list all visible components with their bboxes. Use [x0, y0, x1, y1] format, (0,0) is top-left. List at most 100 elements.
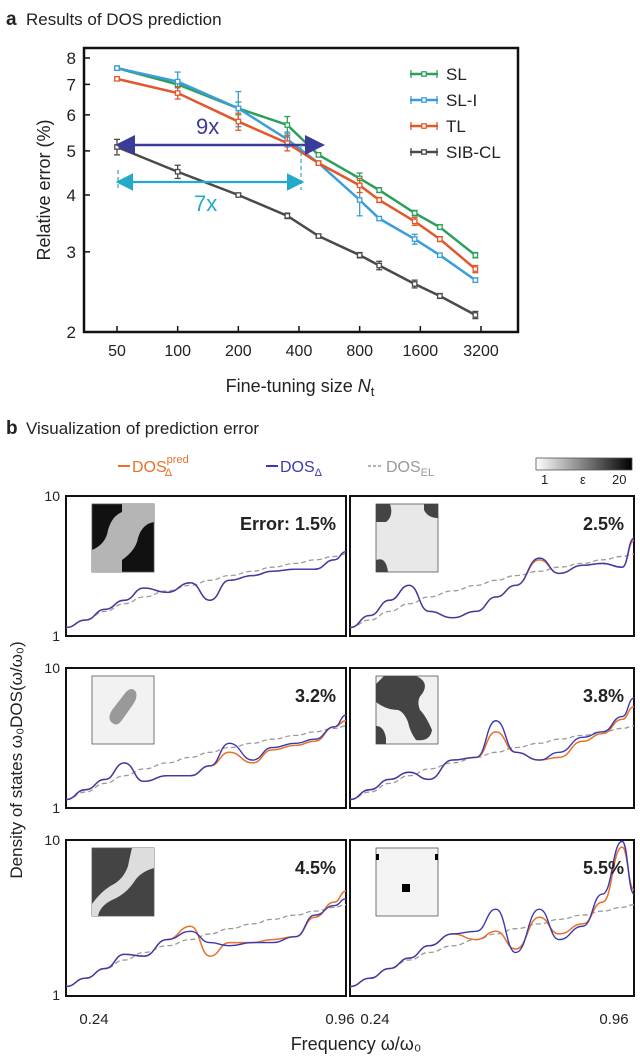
data-point	[356, 182, 363, 189]
legend-marker	[421, 71, 427, 77]
structure-inset	[375, 503, 439, 573]
data-point	[411, 210, 418, 216]
dos-true-line	[65, 898, 347, 988]
data-point	[235, 105, 242, 112]
panel-a-y-ticks: 2 3 4 5 6 7 8	[67, 49, 90, 342]
dos-true-line	[349, 537, 635, 629]
dos-el-line	[349, 553, 635, 629]
data-point	[437, 252, 443, 259]
inset-shape	[376, 854, 379, 860]
x-tick-label: 400	[286, 343, 313, 360]
data-point	[174, 90, 181, 96]
error-label: Error: 1.5%	[240, 514, 336, 534]
series-line-sib-cl	[116, 145, 476, 317]
error-label: 3.8%	[583, 686, 624, 706]
inset-shape	[424, 504, 438, 518]
subplot-1: Error: 1.5%	[65, 495, 347, 637]
data-point	[284, 212, 291, 219]
data-point	[472, 277, 479, 283]
y-tick-label: 4	[67, 186, 76, 205]
inset-shape	[92, 504, 154, 572]
legend-label-sl-i: SL-I	[446, 91, 477, 110]
y-tick-label: 8	[67, 49, 76, 68]
y-tick-label: 5	[67, 142, 76, 161]
colorbar-label: ε	[580, 472, 586, 487]
legend-el-label: DOSEL	[386, 459, 434, 479]
series-line-sl	[116, 66, 477, 257]
data-point	[284, 122, 291, 128]
subplot-5: 4.5%	[65, 839, 347, 997]
inset-shape	[376, 559, 388, 572]
x-tick-label: 200	[225, 343, 252, 360]
structure-inset	[375, 675, 439, 745]
x-tick-label: 100	[164, 343, 191, 360]
data-point	[315, 160, 322, 166]
subplot-4: 3.8%	[349, 667, 635, 809]
y-tick-label: 3	[67, 243, 76, 262]
data-point	[411, 218, 418, 225]
data-point	[315, 233, 322, 239]
data-point	[472, 252, 479, 259]
panel-b-y-axis-label: Density of states ω₀DOS(ω/ω₀)	[7, 641, 26, 878]
series-line-tl	[116, 77, 477, 271]
data-point	[235, 118, 242, 125]
data-point	[174, 78, 181, 85]
panel-b-title: Visualization of prediction error	[26, 419, 259, 438]
b-right-xtick-start: 0.24	[360, 1011, 389, 1028]
inset-shape	[376, 504, 392, 522]
b-left-xtick-end: 0.96	[325, 1011, 354, 1028]
structure-inset	[375, 847, 439, 917]
dos-true-line	[349, 697, 635, 801]
b-row3-ytick-top: 10	[44, 832, 60, 848]
dos-true-line	[349, 840, 635, 988]
data-point	[114, 144, 120, 150]
data-point	[235, 192, 242, 198]
inset-shape	[402, 884, 410, 892]
y-tick-label: 6	[67, 106, 76, 125]
annotation-7x: 7x	[194, 191, 217, 216]
b-row1-ytick-bottom: 1	[52, 628, 60, 644]
annotation-9x: 9x	[196, 114, 219, 139]
data-point	[356, 252, 363, 259]
dos-el-line	[65, 553, 347, 629]
panel-b-x-axis-label: Frequency ω/ω₀	[291, 1034, 422, 1054]
error-label: 4.5%	[295, 858, 336, 878]
b-row1-ytick-top: 10	[44, 488, 60, 504]
legend-marker	[421, 97, 427, 103]
legend-true-label: DOSΔ	[280, 459, 323, 479]
x-tick-label: 1600	[403, 343, 439, 360]
data-point	[472, 312, 479, 318]
dos-el-line	[65, 904, 347, 988]
b-right-xtick-end: 0.96	[599, 1011, 628, 1028]
legend-label-sl: SL	[446, 65, 467, 84]
panel-a-series	[114, 65, 479, 320]
data-point	[437, 236, 443, 242]
data-point	[315, 152, 322, 158]
structure-inset	[91, 675, 155, 745]
b-row2-ytick-bottom: 1	[52, 800, 60, 816]
data-point	[376, 187, 383, 193]
panel-a-x-ticks: 50 100 200 400 800 1600 3200	[108, 326, 499, 360]
subplot-3: 3.2%	[65, 667, 347, 809]
y-tick-label: 7	[67, 75, 76, 94]
legend-label-sib-cl: SIB-CL	[446, 143, 501, 162]
data-point	[356, 197, 363, 203]
colorbar-max: 20	[612, 472, 626, 487]
inset-shape	[435, 854, 438, 860]
inset-shape	[109, 689, 137, 725]
x-tick-label: 3200	[463, 343, 499, 360]
error-label: 3.2%	[295, 686, 336, 706]
data-point	[376, 262, 383, 269]
dos-el-line	[65, 725, 347, 801]
panel-b-subplots: Error: 1.5% 2.5% 3.2% 3.8% 4.5% 5.5%	[65, 495, 635, 997]
dos-true-line	[65, 714, 347, 801]
panel-a-x-axis-label: Fine-tuning size Nt	[226, 376, 375, 399]
data-point	[114, 75, 120, 82]
data-point	[437, 293, 443, 299]
dos-true-line	[65, 551, 347, 629]
data-point	[437, 224, 443, 230]
colorbar-min: 1	[541, 472, 548, 487]
b-left-xtick-start: 0.24	[79, 1011, 108, 1028]
data-point	[376, 197, 383, 203]
